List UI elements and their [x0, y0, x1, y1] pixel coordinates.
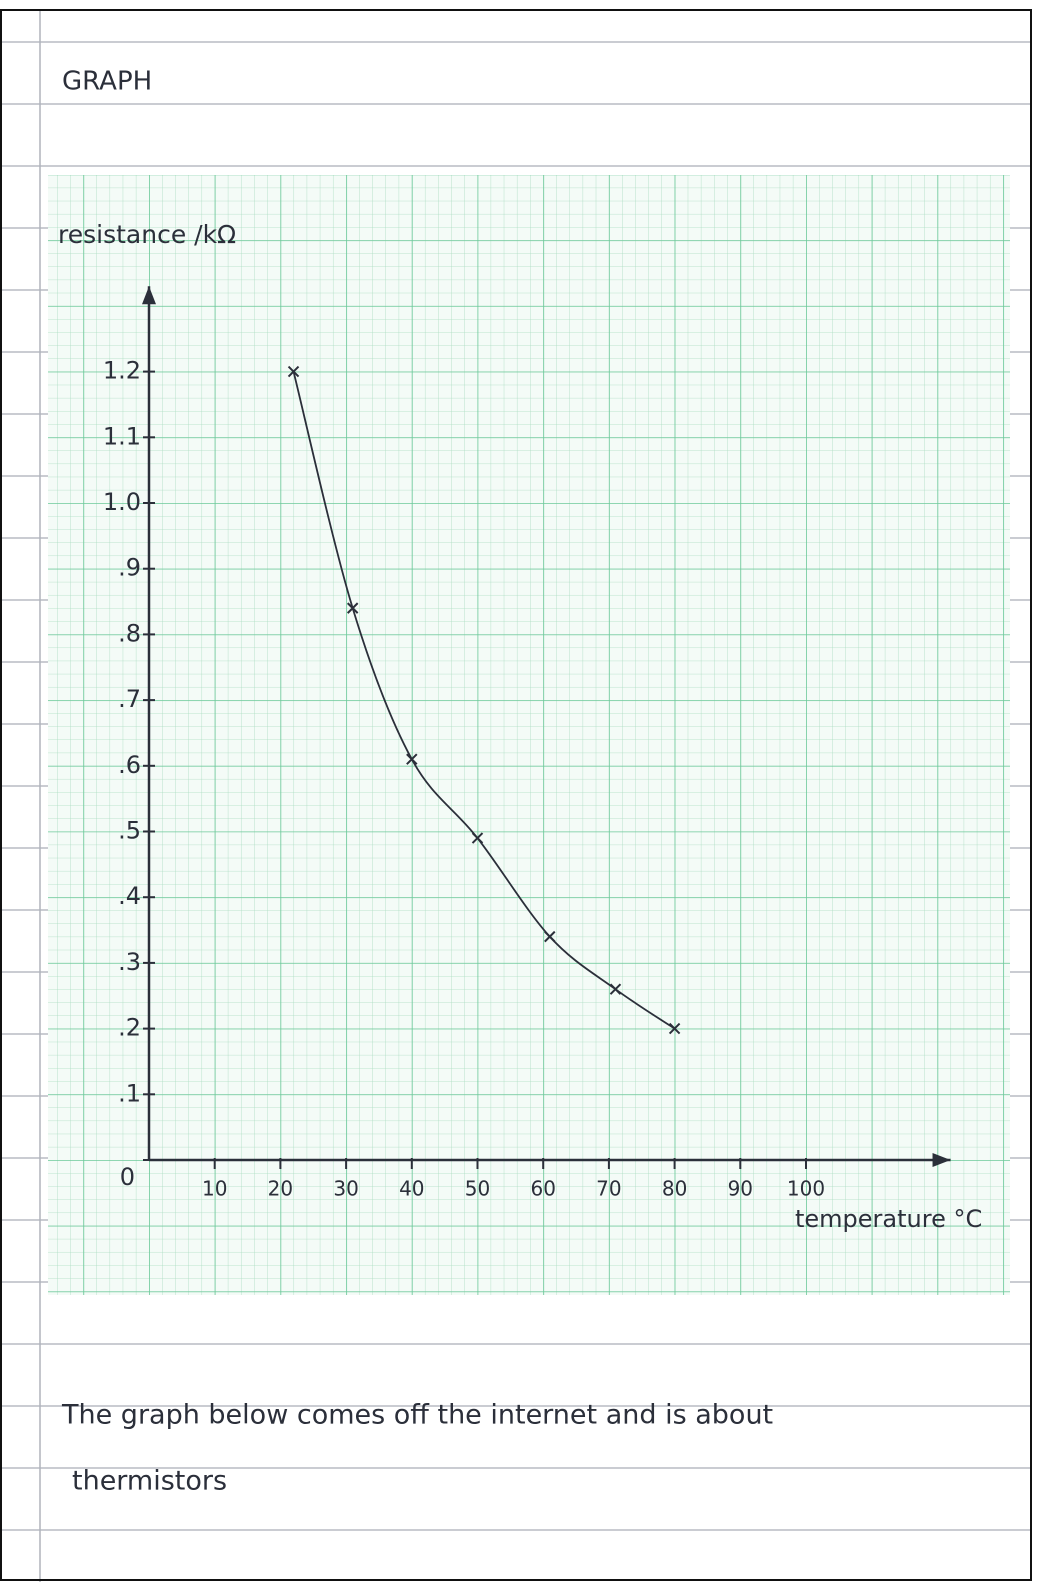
- data-curve: [292, 371, 676, 1030]
- page-title: GRAPH: [62, 67, 152, 97]
- data-point: [544, 930, 556, 943]
- y-tick-label: 0: [120, 1163, 135, 1191]
- data-point: [609, 983, 622, 995]
- note-line: thermistors: [72, 1466, 227, 1497]
- graph-paper: [48, 175, 1010, 1295]
- x-tick-label: 80: [662, 1177, 687, 1201]
- data-point: [668, 1022, 681, 1035]
- data-point: [406, 753, 418, 765]
- x-tick-label: 60: [530, 1177, 555, 1201]
- x-axis-label: temperature °C: [795, 1205, 982, 1233]
- y-tick-label: .4: [118, 882, 141, 910]
- y-axis-arrow: [142, 286, 156, 305]
- y-tick-label: .6: [118, 751, 141, 779]
- y-tick-label: .2: [118, 1014, 141, 1042]
- y-tick-label: .8: [118, 619, 141, 647]
- y-tick-label: .7: [118, 685, 141, 713]
- data-point: [287, 365, 300, 378]
- y-tick-label: .9: [118, 554, 141, 582]
- data-point: [471, 832, 484, 844]
- y-tick-label: 1.2: [103, 357, 141, 385]
- note-line: The graph below comes off the internet a…: [61, 1400, 773, 1431]
- x-tick-label: 50: [465, 1177, 490, 1201]
- y-axis-label: resistance /kΩ: [58, 220, 236, 249]
- x-tick-label: 40: [399, 1177, 424, 1201]
- y-tick-label: 1.0: [103, 488, 141, 516]
- y-tick-label: 1.1: [103, 422, 141, 450]
- x-tick-label: 30: [333, 1177, 358, 1201]
- chart: 0 .1 .2 .3 .4 .5 .6 .7 .8 .9 1.0 1.1 1.2 10 20 30 40 50 60…: [58, 220, 982, 1233]
- x-tick-label: 100: [787, 1177, 825, 1201]
- data-point: [346, 602, 359, 614]
- y-tick-label: .1: [118, 1079, 141, 1107]
- x-tick-label: 10: [202, 1177, 227, 1201]
- x-axis-arrow: [932, 1153, 951, 1167]
- frame: [0, 9, 1032, 1581]
- x-tick-label: 20: [268, 1177, 293, 1201]
- x-tick-label: 70: [596, 1177, 621, 1201]
- x-tick-label: 90: [728, 1177, 753, 1201]
- y-tick-label: .5: [118, 817, 141, 845]
- y-tick-label: .3: [118, 948, 141, 976]
